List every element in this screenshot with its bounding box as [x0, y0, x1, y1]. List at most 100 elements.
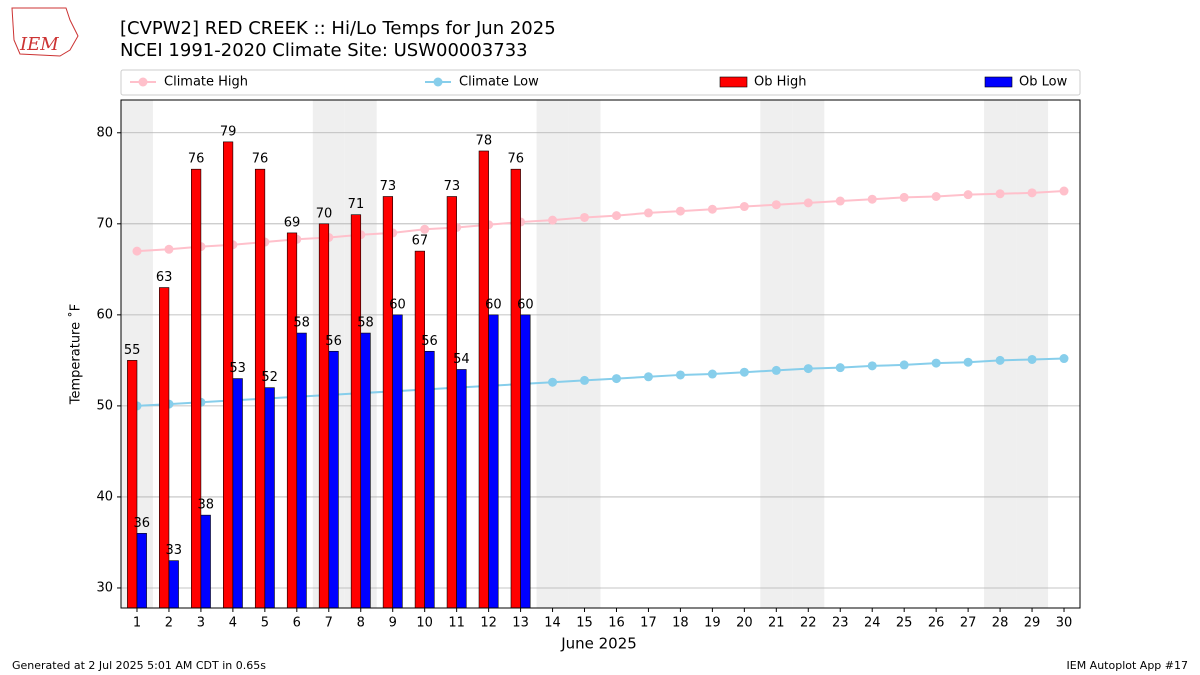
point [899, 360, 909, 370]
weekend-shade [536, 100, 569, 608]
data-label: 78 [476, 133, 493, 148]
bar [488, 314, 499, 609]
weekend-shade [760, 100, 793, 608]
x-tick-label: 1 [133, 616, 141, 631]
y-tick-label: 50 [96, 398, 113, 413]
point [995, 355, 1005, 365]
legend-swatch [138, 77, 148, 87]
bar [286, 232, 298, 609]
data-label: 63 [156, 270, 173, 285]
legend-label: Ob High [754, 75, 807, 90]
x-tick-label: 28 [992, 616, 1009, 631]
point [132, 246, 142, 256]
data-label: 79 [220, 124, 237, 139]
bar [159, 287, 170, 609]
point [803, 198, 813, 208]
data-label: 76 [252, 152, 269, 167]
point [771, 365, 781, 375]
point [420, 224, 430, 234]
plot-frame [120, 99, 1081, 609]
point [835, 363, 845, 373]
logo-text: IEM [19, 34, 59, 55]
point [867, 361, 877, 371]
data-label: 58 [357, 316, 374, 331]
bar [264, 387, 275, 609]
point [899, 192, 909, 202]
x-tick-label: 19 [704, 616, 721, 631]
point [867, 194, 877, 204]
point [1027, 188, 1037, 198]
data-label: 54 [453, 352, 470, 367]
x-tick-label: 9 [389, 616, 397, 631]
legend-swatch [433, 77, 443, 87]
y-tick-label: 30 [96, 580, 113, 595]
x-tick-label: 22 [800, 616, 817, 631]
x-tick-label: 11 [448, 616, 465, 631]
bar [478, 150, 489, 609]
bar [296, 332, 307, 609]
data-label: 73 [380, 179, 397, 194]
footer-right: IEM Autoplot App #17 [1067, 659, 1189, 672]
bar [424, 350, 435, 609]
bar [414, 250, 425, 609]
x-tick-label: 10 [416, 616, 433, 631]
legend-label: Climate High [164, 75, 248, 90]
data-label: 56 [421, 334, 438, 349]
legend-swatch [984, 76, 1013, 88]
bar [191, 168, 202, 609]
y-tick-label: 70 [96, 216, 113, 231]
bar [360, 332, 371, 609]
point [739, 202, 749, 212]
x-tick-label: 13 [512, 616, 529, 631]
weekend-shade [792, 100, 825, 608]
data-label: 60 [485, 297, 502, 312]
point [1027, 354, 1037, 364]
weekend-shade [568, 100, 601, 608]
data-label: 73 [444, 179, 461, 194]
x-tick-label: 8 [357, 616, 365, 631]
x-tick-label: 27 [960, 616, 977, 631]
point [643, 372, 653, 382]
data-label: 76 [188, 152, 205, 167]
bar [200, 514, 211, 609]
x-tick-label: 5 [261, 616, 269, 631]
point [548, 377, 558, 387]
x-tick-label: 26 [928, 616, 945, 631]
y-tick-label: 60 [96, 307, 113, 322]
x-tick-label: 25 [896, 616, 913, 631]
point [1059, 354, 1069, 364]
x-tick-label: 12 [480, 616, 497, 631]
bar [382, 196, 394, 609]
plot [121, 100, 1080, 608]
chart-title: [CVPW2] RED CREEK :: Hi/Lo Temps for Jun… [120, 18, 556, 39]
y-tick-label: 40 [96, 489, 113, 504]
point [643, 208, 653, 218]
point [963, 190, 973, 200]
x-tick-label: 16 [608, 616, 625, 631]
point [675, 206, 685, 216]
weekend-shade [984, 100, 1017, 608]
bar [456, 369, 467, 609]
point [1059, 186, 1069, 196]
bar [232, 378, 243, 609]
point [580, 375, 590, 385]
point [931, 192, 941, 202]
data-label: 52 [261, 370, 278, 385]
x-tick-label: 15 [576, 616, 593, 631]
x-tick-label: 3 [197, 616, 205, 631]
x-axis-label: June 2025 [560, 635, 637, 653]
legend-swatch [719, 76, 748, 88]
x-tick-label: 4 [229, 616, 237, 631]
x-tick-label: 24 [864, 616, 881, 631]
point [580, 212, 590, 222]
point [548, 215, 558, 225]
data-label: 55 [124, 343, 141, 358]
point [164, 244, 174, 254]
x-tick-label: 23 [832, 616, 849, 631]
x-tick-label: 17 [640, 616, 657, 631]
data-label: 60 [389, 297, 406, 312]
bar [254, 168, 266, 609]
x-tick-label: 30 [1056, 616, 1073, 631]
bar [392, 314, 403, 609]
